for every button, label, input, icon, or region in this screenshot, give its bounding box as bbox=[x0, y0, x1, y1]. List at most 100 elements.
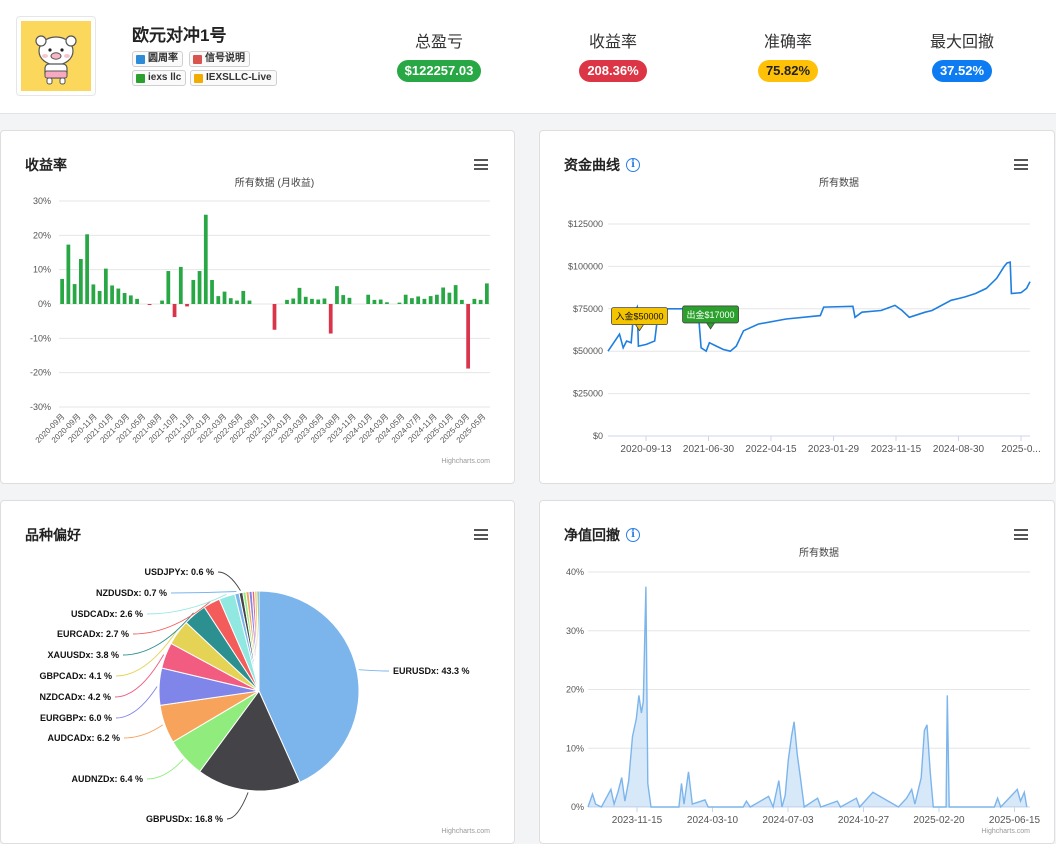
bar bbox=[335, 286, 339, 304]
bar bbox=[447, 292, 452, 304]
pie-label: NZDUSDx: 0.7 % bbox=[96, 588, 167, 598]
bar bbox=[197, 271, 202, 304]
hamburger-menu-icon[interactable] bbox=[474, 529, 488, 540]
document-icon bbox=[193, 54, 202, 64]
bar bbox=[228, 298, 233, 304]
hamburger-menu-icon[interactable] bbox=[1014, 529, 1028, 540]
hamburger-menu-icon[interactable] bbox=[474, 159, 488, 170]
panel-title: 净值回撤 i bbox=[564, 525, 640, 545]
tag-server[interactable]: IEXSLLC-Live bbox=[190, 70, 277, 86]
bar bbox=[203, 214, 208, 304]
bar bbox=[178, 266, 183, 304]
pie-label: USDJPYx: 0.6 % bbox=[144, 567, 214, 577]
bar bbox=[78, 259, 83, 304]
y-tick-label: $75000 bbox=[573, 304, 603, 314]
bar bbox=[397, 302, 402, 304]
y-tick-label: -30% bbox=[30, 402, 51, 412]
bar bbox=[422, 298, 427, 304]
panel-title-text: 净值回撤 bbox=[564, 527, 620, 543]
bar bbox=[403, 294, 408, 304]
x-tick-label: 2024-10-27 bbox=[838, 815, 890, 826]
bar bbox=[322, 298, 327, 304]
y-tick-label: 40% bbox=[566, 567, 584, 577]
annotation-label: 出金$17000 bbox=[687, 309, 735, 320]
bar bbox=[122, 293, 127, 304]
panel-title-text: 品种偏好 bbox=[25, 527, 81, 543]
pie-connector bbox=[226, 792, 249, 820]
bar bbox=[128, 295, 133, 304]
panel-title-text: 收益率 bbox=[25, 157, 67, 173]
bar bbox=[85, 234, 89, 304]
account-name: 欧元对冲1号 bbox=[132, 26, 227, 45]
bar bbox=[453, 285, 458, 304]
bar bbox=[72, 284, 77, 304]
bar bbox=[285, 299, 289, 304]
x-tick-label: 2024-03-10 bbox=[687, 815, 739, 826]
x-tick-label: 2023-11-15 bbox=[871, 444, 922, 455]
y-tick-label: 20% bbox=[566, 685, 584, 695]
pie-label: EURCADx: 2.7 % bbox=[57, 629, 129, 639]
drawdown-panel: 净值回撤 i 所有数据 40% 30% 20% 10% 0% 2023-11-15 2024-0… bbox=[539, 500, 1055, 844]
returns-panel: 收益率 所有数据 (月收益) 30% 20% 10% 0% -10% -20% -30% 202… bbox=[0, 130, 515, 484]
y-tick-label: 30% bbox=[566, 626, 584, 636]
symbols-panel: 品种偏好 EURUSDx: 43.3 % GBPUSDx: 16.8 % AUDNZ… bbox=[0, 500, 515, 844]
bar bbox=[347, 297, 352, 304]
bar bbox=[172, 304, 177, 318]
deposit-annotation: 入金$50000 bbox=[611, 307, 668, 332]
x-tick-label: 2024-07-03 bbox=[762, 815, 814, 826]
tag-pi[interactable]: 圆周率 bbox=[132, 51, 183, 67]
pie-label: GBPCADx: 4.1 % bbox=[39, 671, 112, 681]
chart-subtitle: 所有数据 bbox=[799, 546, 839, 559]
bar bbox=[310, 298, 314, 304]
bar bbox=[210, 279, 214, 304]
highcharts-credit: Highcharts.com bbox=[981, 828, 1030, 835]
tag-signal-info[interactable]: 信号说明 bbox=[189, 51, 250, 67]
y-tick-label: -10% bbox=[30, 333, 51, 343]
y-tick-label: $0 bbox=[593, 431, 603, 441]
tag-broker[interactable]: iexs llc bbox=[132, 70, 187, 86]
symbols-pie-chart: EURUSDx: 43.3 % GBPUSDx: 16.8 % AUDNZDx: 6… bbox=[39, 567, 490, 835]
info-icon[interactable]: i bbox=[626, 158, 640, 172]
y-tick-label: $100000 bbox=[568, 261, 603, 271]
stat-label: 总盈亏 bbox=[414, 34, 463, 51]
x-tick-label: 2022-04-15 bbox=[745, 444, 797, 455]
drawdown-line bbox=[587, 586, 1028, 810]
pie-connector bbox=[115, 686, 158, 719]
bar bbox=[460, 299, 464, 304]
bar bbox=[466, 304, 471, 369]
bar bbox=[110, 285, 114, 304]
equity-line bbox=[607, 261, 1031, 353]
bar bbox=[385, 302, 389, 304]
x-tick-label: 2023-01-29 bbox=[808, 444, 860, 455]
pie-label: EURUSDx: 43.3 % bbox=[393, 666, 470, 676]
hamburger-menu-icon[interactable] bbox=[1014, 159, 1028, 170]
pie-label: AUDCADx: 6.2 % bbox=[47, 733, 120, 743]
bar bbox=[297, 287, 302, 304]
bar bbox=[478, 299, 483, 304]
stat-value: 37.52% bbox=[931, 60, 993, 82]
y-tick-label: 0% bbox=[571, 802, 584, 812]
bar bbox=[328, 304, 333, 334]
pie-label: GBPUSDx: 16.8 % bbox=[146, 814, 223, 824]
bar bbox=[103, 268, 108, 304]
bar bbox=[341, 295, 346, 304]
pie-label: NZDCADx: 4.2 % bbox=[39, 692, 111, 702]
bar bbox=[247, 300, 252, 304]
returns-chart: 所有数据 (月收益)30%20%10%0%-10%-20%-30%2020-09… bbox=[30, 176, 490, 465]
bar bbox=[160, 300, 164, 304]
bar bbox=[116, 288, 121, 304]
bar bbox=[410, 298, 414, 304]
pie-label: XAUUSDx: 3.8 % bbox=[47, 650, 119, 660]
bar bbox=[372, 299, 377, 304]
equity-chart: 所有数据 $125000 $100000 $75000 $50000 $25000 $0 20… bbox=[568, 176, 1041, 455]
bar bbox=[66, 244, 71, 304]
bar bbox=[303, 296, 308, 304]
x-tick-label: 2020-09-13 bbox=[620, 444, 672, 455]
bar bbox=[191, 279, 196, 304]
x-tick-label: 2023-11-15 bbox=[612, 815, 663, 826]
info-icon[interactable]: i bbox=[626, 528, 640, 542]
bar bbox=[60, 278, 64, 304]
bar bbox=[435, 294, 439, 304]
withdrawal-annotation: 出金$17000 bbox=[682, 305, 739, 330]
chart-subtitle: 所有数据 bbox=[819, 176, 859, 189]
